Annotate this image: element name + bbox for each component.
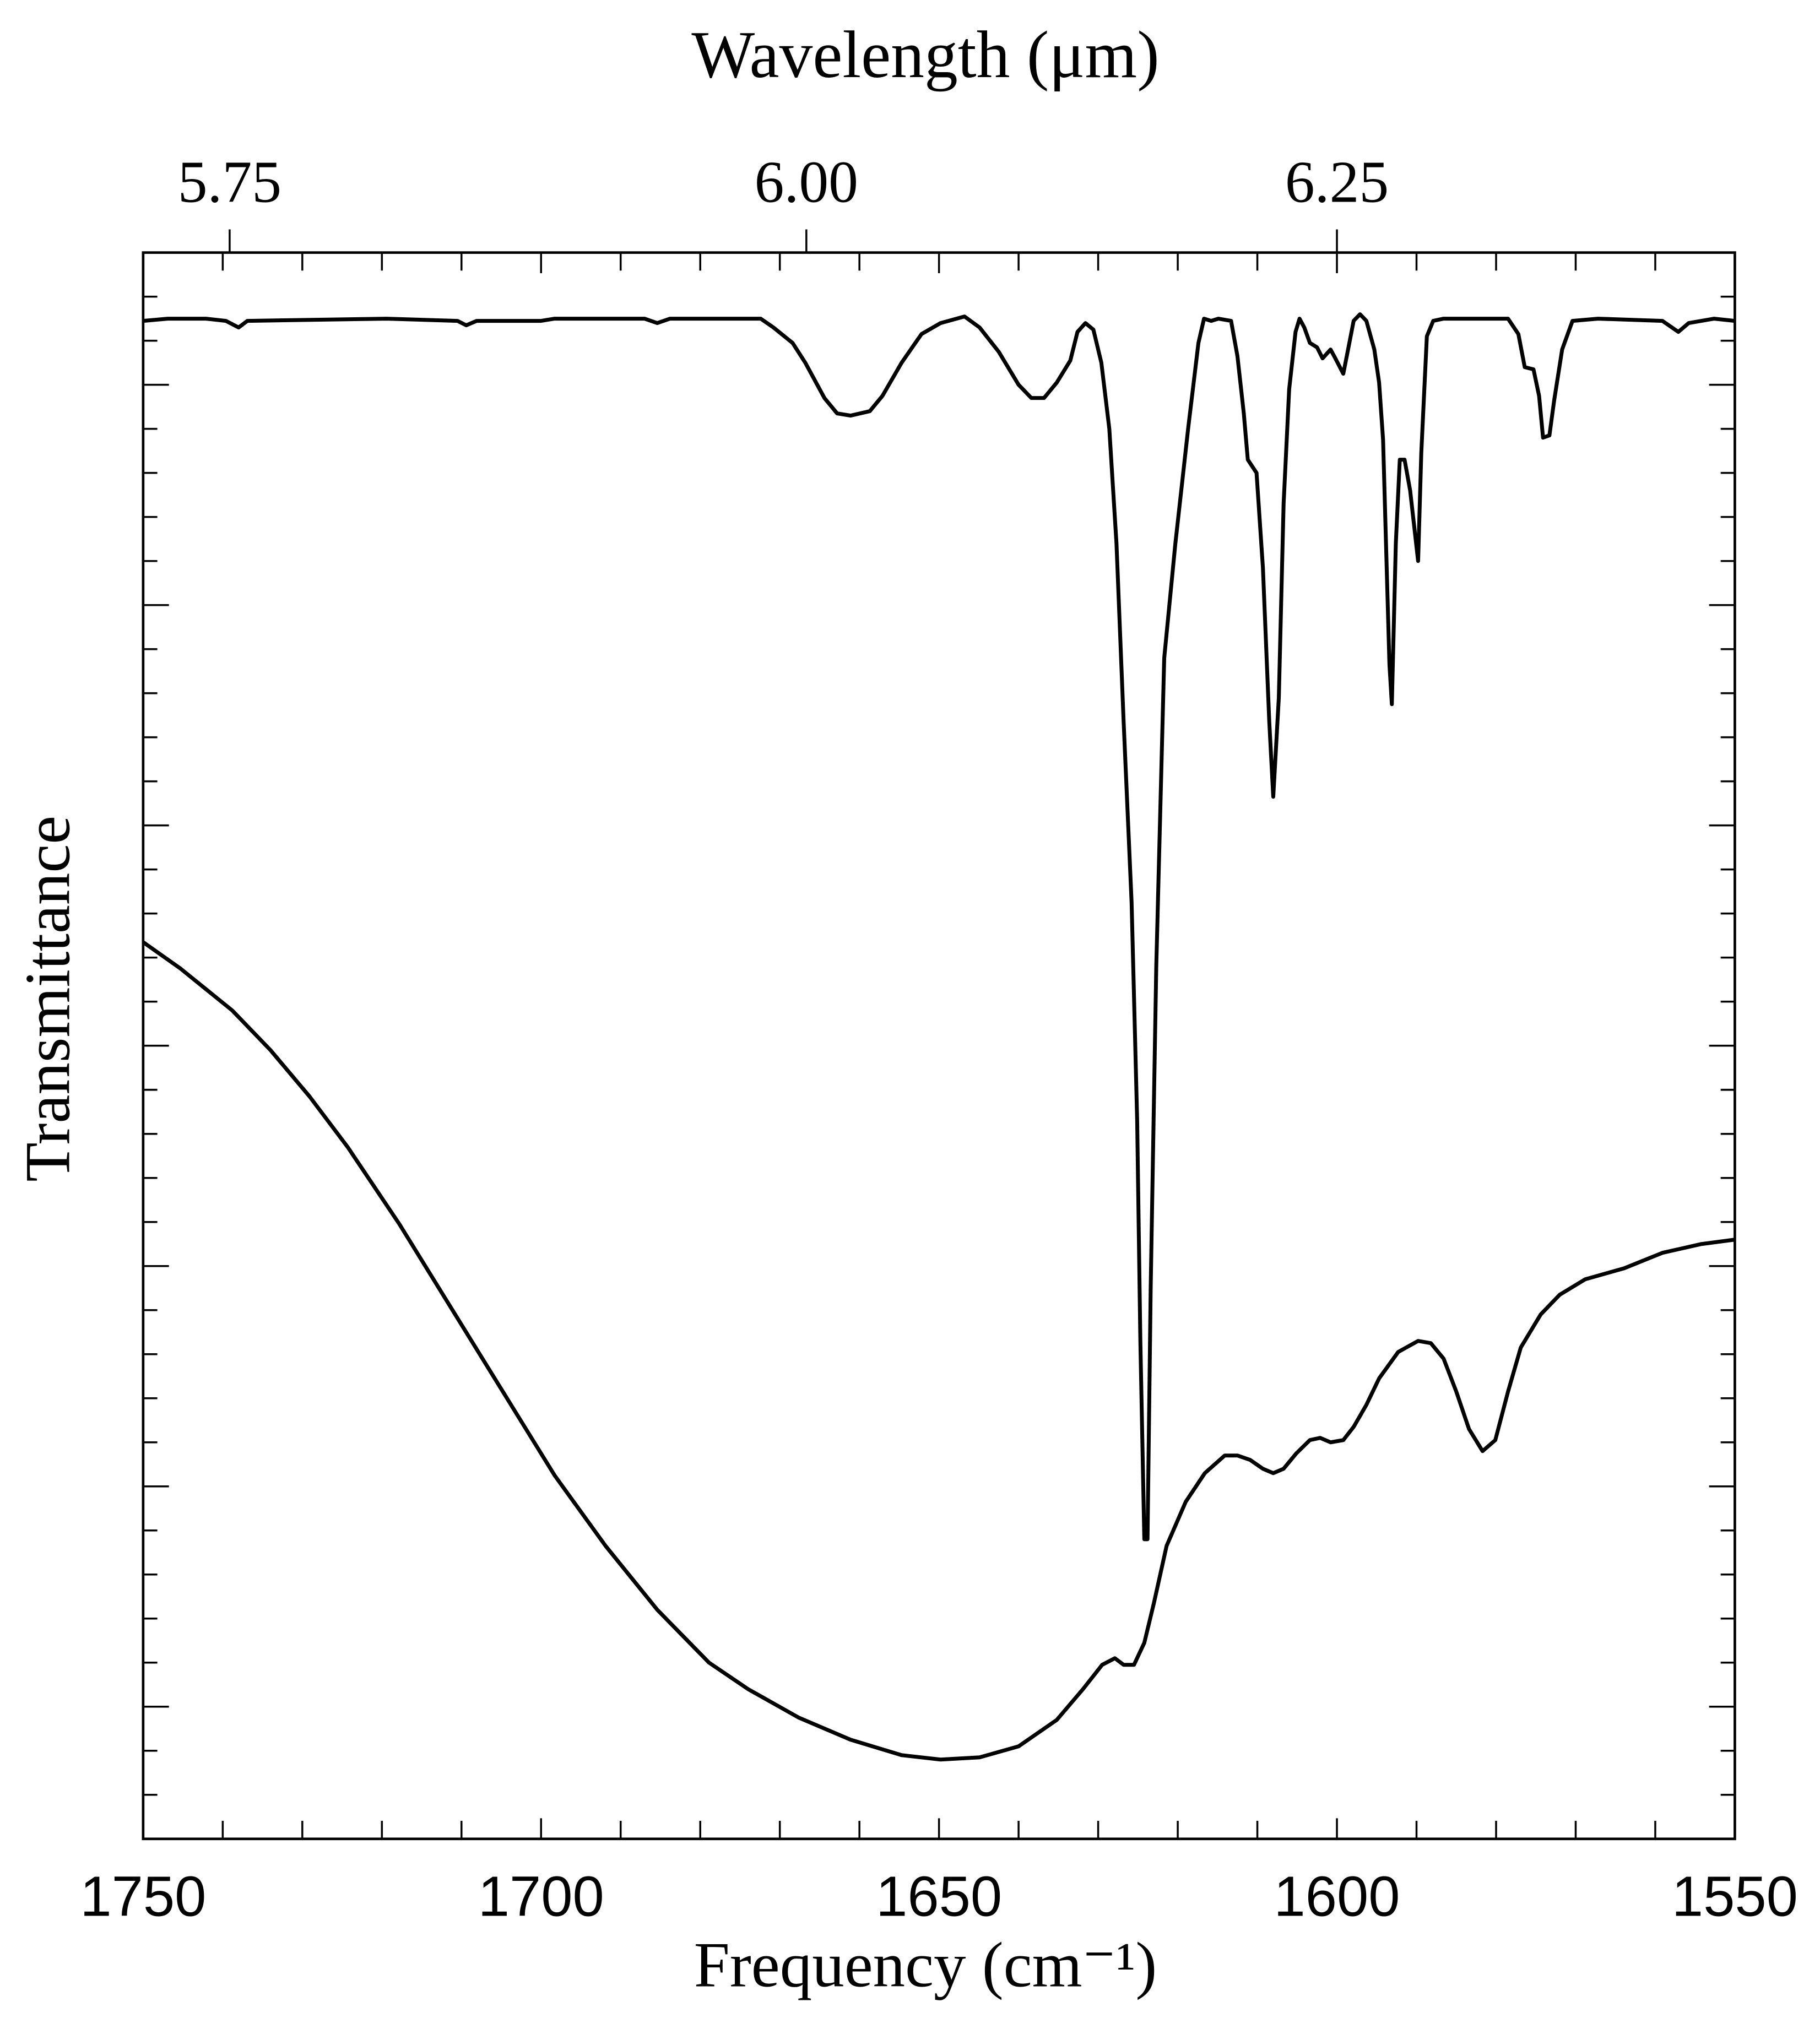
x-tick-label: 1750 [80, 1864, 206, 1928]
spectrum-line [143, 312, 1735, 1542]
x-axis-title: Frequency (cm⁻¹) [694, 1930, 1157, 2001]
x-tick-label: 1650 [876, 1864, 1002, 1928]
x2-tick-label: 6.00 [755, 149, 858, 215]
spectrum-line [142, 940, 1735, 1762]
plot-frame [142, 251, 1736, 1841]
x2-tick-label: 6.25 [1285, 149, 1389, 215]
x2-tick-label: 5.75 [178, 149, 281, 215]
x-tick-label: 1600 [1274, 1864, 1400, 1928]
top-axis-title: Wavelength (μm) [691, 18, 1159, 92]
x-tick-label: 1700 [478, 1864, 604, 1928]
y-axis-title: Transmittance [12, 816, 83, 1182]
x-tick-label: 1550 [1672, 1864, 1798, 1928]
